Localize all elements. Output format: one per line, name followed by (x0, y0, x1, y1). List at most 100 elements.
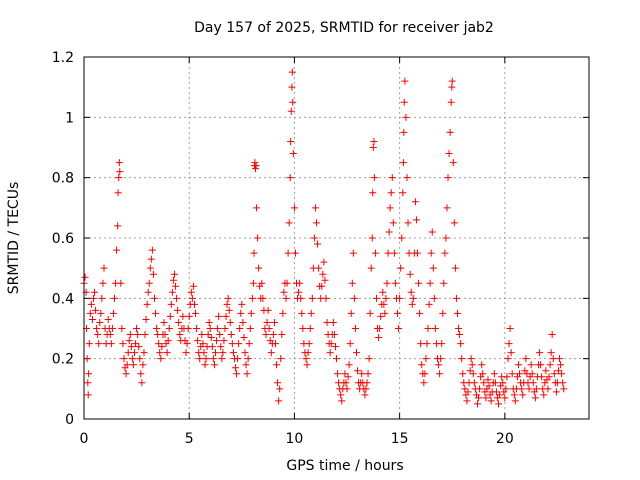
data-point (174, 306, 182, 314)
data-point (219, 349, 227, 357)
data-point (450, 219, 458, 227)
data-point (205, 318, 213, 326)
data-point (496, 391, 504, 399)
data-point (115, 159, 123, 167)
data-point (362, 385, 370, 393)
data-point (295, 288, 303, 296)
data-point (537, 361, 545, 369)
data-point (438, 340, 446, 348)
data-point (329, 318, 337, 326)
data-point (262, 331, 270, 339)
data-point (369, 189, 377, 197)
data-point (375, 334, 383, 342)
data-point (81, 273, 89, 281)
data-point (126, 331, 134, 339)
data-point (175, 318, 183, 326)
data-point (341, 370, 349, 378)
data-point (388, 174, 396, 182)
data-point (313, 219, 321, 227)
data-point (249, 279, 257, 287)
data-point (236, 325, 244, 332)
data-point (93, 325, 101, 332)
data-point (409, 294, 417, 302)
data-point (430, 294, 438, 302)
data-point (452, 294, 460, 302)
data-point (119, 340, 127, 348)
data-point (330, 331, 338, 339)
data-point (508, 370, 516, 378)
data-point (446, 128, 454, 136)
data-point (439, 309, 447, 317)
data-point (97, 309, 105, 317)
data-point (469, 370, 477, 378)
data-point (319, 270, 327, 278)
data-point (85, 370, 93, 378)
data-point (299, 325, 307, 332)
data-point (544, 385, 552, 393)
data-point (506, 325, 514, 332)
data-point (525, 385, 533, 393)
data-point (527, 361, 535, 369)
data-point (344, 373, 352, 381)
data-point (305, 340, 313, 348)
data-point (210, 361, 218, 369)
data-point (215, 312, 223, 320)
data-point (380, 300, 388, 308)
data-point (108, 325, 116, 332)
data-point (196, 355, 204, 363)
x-tick-label: 20 (496, 431, 514, 447)
data-point (385, 228, 393, 236)
data-point (425, 300, 433, 308)
data-point (182, 349, 190, 357)
data-point (252, 162, 260, 170)
data-point (399, 159, 407, 167)
data-point (453, 309, 461, 317)
data-point (267, 349, 275, 357)
data-point (285, 219, 293, 227)
data-point (212, 349, 220, 357)
data-point (246, 325, 254, 332)
data-point (518, 385, 526, 393)
data-point (153, 325, 161, 332)
data-point (554, 367, 562, 375)
data-point (437, 355, 445, 363)
data-point (402, 113, 410, 121)
data-point (193, 325, 201, 332)
data-point (321, 276, 329, 284)
data-point (381, 309, 389, 317)
data-point (369, 144, 377, 151)
data-point (467, 355, 475, 363)
data-point (475, 394, 483, 402)
data-points (80, 68, 568, 408)
data-point (323, 318, 331, 326)
data-point (247, 309, 255, 317)
data-point (288, 83, 296, 91)
data-point (361, 391, 369, 399)
data-point (391, 279, 399, 287)
data-point (318, 282, 326, 290)
data-point (428, 228, 436, 236)
data-point (94, 331, 102, 339)
data-point (397, 264, 405, 272)
data-point (297, 294, 305, 302)
data-point (255, 264, 263, 272)
data-point (415, 279, 423, 287)
data-point (470, 379, 478, 387)
data-point (244, 355, 252, 363)
data-point (269, 331, 277, 339)
data-point (172, 282, 180, 290)
data-point (546, 361, 554, 369)
data-point (254, 234, 262, 242)
data-point (200, 349, 208, 357)
data-point (542, 367, 550, 375)
data-point (100, 264, 108, 272)
data-point (314, 240, 322, 248)
data-point (394, 309, 402, 317)
data-point (198, 331, 206, 339)
data-point (447, 98, 455, 106)
data-point (289, 150, 297, 158)
data-point (407, 288, 415, 296)
data-point (265, 325, 273, 332)
y-axis-label: SRMTID / TECUs (6, 182, 22, 295)
data-point (379, 288, 387, 296)
